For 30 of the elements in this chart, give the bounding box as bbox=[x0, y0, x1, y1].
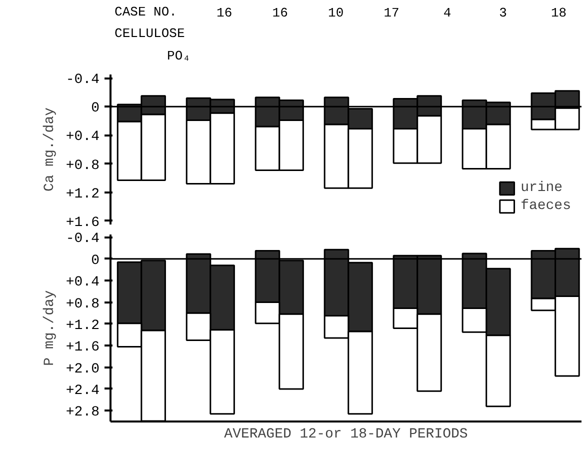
text: 4 bbox=[443, 5, 452, 20]
y-axis-title: Ca mg./day bbox=[42, 107, 58, 192]
legend-label: faeces bbox=[520, 198, 571, 214]
text: 10 bbox=[328, 5, 344, 20]
text: 3 bbox=[499, 5, 507, 20]
y-tick-label: +0.8 bbox=[66, 158, 100, 174]
y-tick-label: 0 bbox=[91, 252, 100, 269]
x-axis-title: AVERAGED 12-or 18-DAY PERIODS bbox=[224, 426, 468, 442]
text: 16 bbox=[272, 5, 288, 20]
text: CASE NO. bbox=[114, 4, 177, 20]
y-tick-label: +1.2 bbox=[66, 186, 100, 202]
text: PO₄ bbox=[167, 48, 190, 64]
y-tick-label: -0.4 bbox=[66, 231, 100, 248]
y-tick-label: +1.2 bbox=[66, 318, 100, 334]
y-tick-label: -0.4 bbox=[66, 72, 100, 88]
y-tick-label: 0 bbox=[91, 100, 100, 117]
y-tick-label: +0.8 bbox=[66, 296, 100, 312]
text: 18 bbox=[550, 5, 567, 20]
text: 16 bbox=[216, 5, 232, 20]
legend-label: urine bbox=[520, 180, 563, 196]
y-tick-label: +0.4 bbox=[66, 129, 100, 146]
y-axis-title: P mg./day bbox=[42, 290, 58, 366]
y-tick-label: +2.4 bbox=[66, 382, 100, 399]
y-tick-label: +2.0 bbox=[66, 361, 100, 378]
text: 17 bbox=[384, 5, 400, 20]
y-tick-label: +2.8 bbox=[66, 404, 100, 421]
y-tick-label: +1.6 bbox=[66, 214, 100, 231]
text: CELLULOSE bbox=[114, 26, 185, 41]
y-tick-label: +1.6 bbox=[66, 340, 100, 356]
y-tick-label: +0.4 bbox=[66, 274, 100, 291]
